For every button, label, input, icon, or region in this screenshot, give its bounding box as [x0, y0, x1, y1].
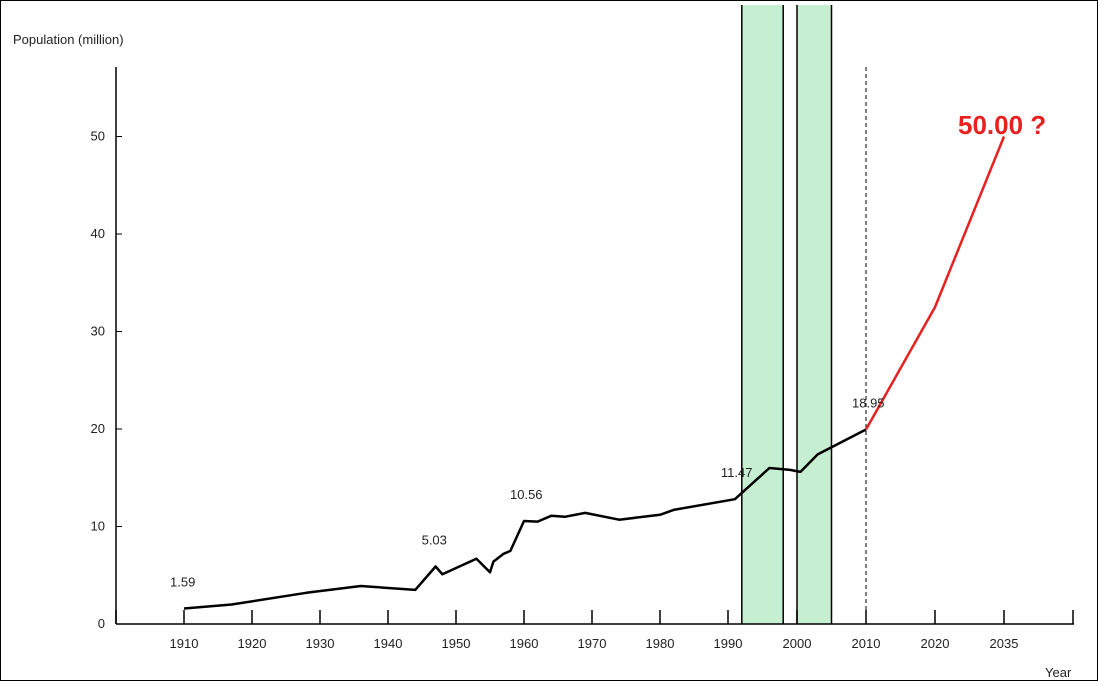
y-tick-label-40: 40: [91, 226, 105, 241]
shaded-period-1: [741, 5, 784, 624]
x-tick-label-1960: 1960: [510, 636, 539, 651]
x-tick-label-1980: 1980: [646, 636, 675, 651]
y-tick-label-50: 50: [91, 129, 105, 144]
y-tick-label-10: 10: [91, 519, 105, 534]
data-label-10.56: 10.56: [510, 487, 543, 502]
data-labels: 1.59 5.03 10.56 11.47 18.95: [170, 395, 885, 589]
x-tick-label-1920: 1920: [238, 636, 267, 651]
projection-line: [864, 136, 1006, 431]
data-label-11.47: 11.47: [721, 465, 753, 480]
projection-label: 50.00 ?: [958, 110, 1046, 140]
data-label-1.59: 1.59: [170, 574, 195, 589]
x-tick-label-1910: 1910: [170, 636, 199, 651]
x-tick-label-1950: 1950: [442, 636, 471, 651]
y-axis-title: Population (million): [13, 32, 124, 47]
shaded-periods: [741, 5, 833, 624]
y-tick-label-20: 20: [91, 421, 105, 436]
x-tick-label-1970: 1970: [578, 636, 607, 651]
x-tick-label-1940: 1940: [374, 636, 403, 651]
x-axis-title: Year: [1045, 665, 1072, 680]
x-tick-label-2000: 2000: [783, 636, 812, 651]
data-label-5.03: 5.03: [422, 532, 447, 547]
x-tick-label-2020: 2020: [921, 636, 950, 651]
shaded-period-2: [797, 5, 832, 624]
data-label-18.95: 18.95: [852, 395, 885, 410]
y-tick-label-0: 0: [98, 616, 105, 631]
historical-line: [183, 428, 867, 610]
x-tick-label-1930: 1930: [306, 636, 335, 651]
axes: 0 10 20 30 40 50 1910 1920 1930 1940 1950 1960 1970 1…: [91, 67, 1074, 651]
series-lines: [183, 136, 1006, 610]
x-tick-label-1990: 1990: [714, 636, 743, 651]
x-tick-label-2035: 2035: [990, 636, 1019, 651]
y-tick-label-30: 30: [91, 324, 105, 339]
x-tick-label-2010: 2010: [852, 636, 881, 651]
